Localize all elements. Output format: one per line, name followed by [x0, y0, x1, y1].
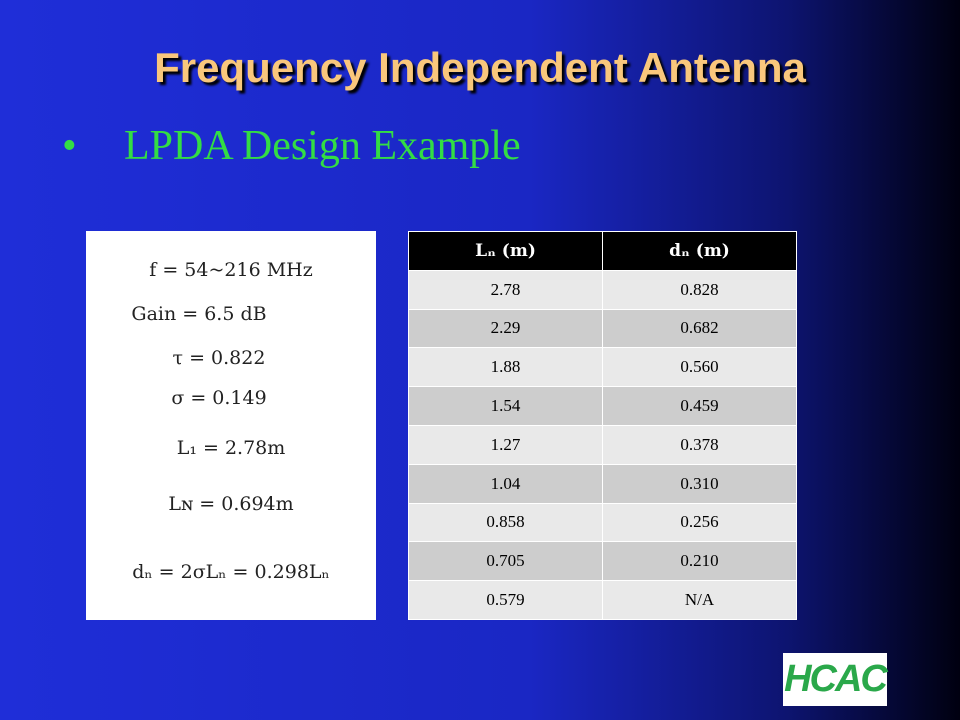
- table-row: 0.705 0.210: [408, 541, 797, 582]
- table-cell: N/A: [602, 580, 797, 620]
- bullet-dot: •: [62, 123, 77, 169]
- table-cell: 1.88: [408, 347, 603, 388]
- equation-box: f = 54~216 MHz Gain = 6.5 dB τ = 0.822 σ = …: [86, 231, 376, 620]
- table-cell: 0.256: [602, 502, 797, 543]
- equation: Lɴ = 0.694m: [168, 493, 294, 515]
- table-head: Lₙ (m) dₙ (m): [408, 231, 797, 271]
- table-cell: 0.210: [602, 541, 797, 582]
- logo: HCAC: [783, 653, 888, 706]
- table-row: 1.27 0.378: [408, 424, 797, 465]
- table-cell: 0.858: [408, 502, 603, 543]
- equation: f = 54~216 MHz: [149, 259, 313, 281]
- table-cell: 0.459: [602, 386, 797, 426]
- table-cell: 1.27: [408, 424, 603, 465]
- column-header: dₙ (m): [602, 231, 797, 271]
- equation: τ = 0.822: [172, 347, 266, 369]
- table-body: 2.78 0.828 2.29 0.682 1.88 0.560 1.54 0.459 1.27…: [408, 269, 797, 620]
- table-cell: 2.29: [408, 308, 603, 349]
- table-row: 2.78 0.828: [408, 269, 797, 310]
- table-row: 1.88 0.560: [408, 347, 797, 388]
- table-cell: 0.310: [602, 463, 797, 504]
- column-header: Lₙ (m): [408, 231, 603, 271]
- table-row: 0.858 0.256: [408, 502, 797, 543]
- data-table: Lₙ (m) dₙ (m) 2.78 0.828 2.29 0.682 1.88 0.560 1…: [408, 231, 797, 620]
- table-cell: 0.705: [408, 541, 603, 582]
- table-cell: 0.378: [602, 424, 797, 465]
- table-cell: 0.828: [602, 269, 797, 310]
- equation: σ = 0.149: [171, 387, 267, 409]
- table-cell: 1.04: [408, 463, 603, 504]
- table-row: 1.04 0.310: [408, 463, 797, 504]
- equation: Gain = 6.5 dB: [131, 303, 267, 325]
- table-row: 1.54 0.459: [408, 386, 797, 426]
- table-cell: 0.579: [408, 580, 603, 620]
- table-cell: 1.54: [408, 386, 603, 426]
- slide-title: Frequency Independent Antenna: [154, 44, 806, 91]
- table-row: 0.579 N/A: [408, 580, 797, 620]
- equation: L₁ = 2.78m: [176, 437, 286, 459]
- equation: dₙ = 2σLₙ = 0.298Lₙ: [132, 561, 330, 583]
- bullet-item: • LPDA Design Example: [62, 122, 521, 170]
- table-cell: 0.560: [602, 347, 797, 388]
- table-cell: 0.682: [602, 308, 797, 349]
- bullet-text: LPDA Design Example: [124, 123, 521, 169]
- table-row: 2.29 0.682: [408, 308, 797, 349]
- table-cell: 2.78: [408, 269, 603, 310]
- header-row: Lₙ (m) dₙ (m): [408, 231, 797, 271]
